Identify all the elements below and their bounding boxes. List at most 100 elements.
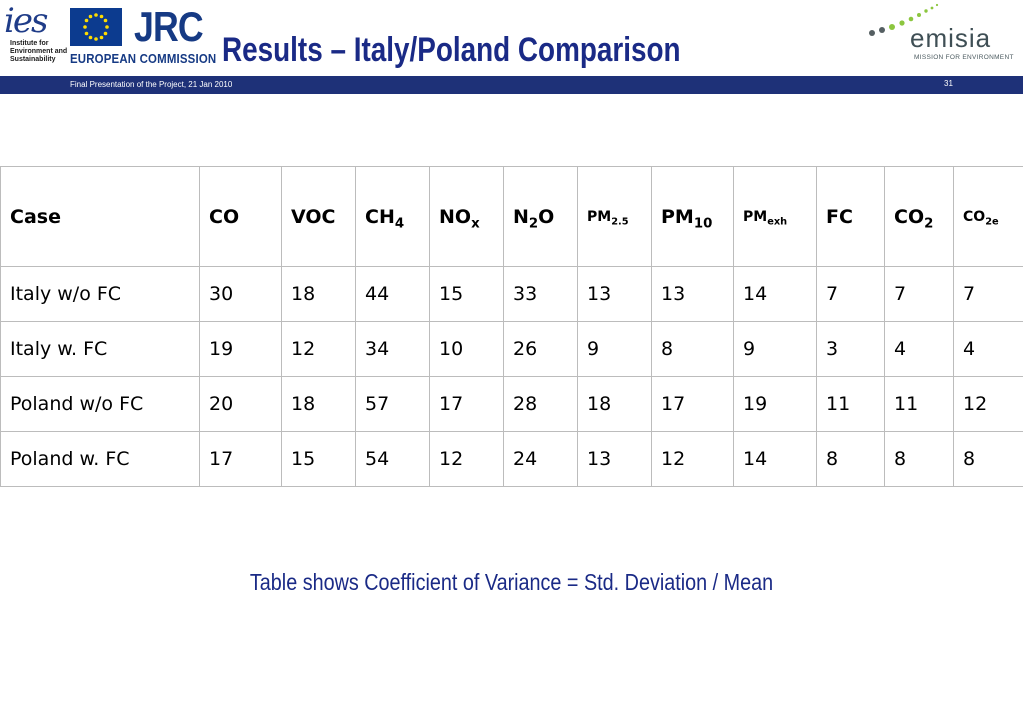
table-cell: 3 (816, 321, 885, 377)
table-cell: 8 (953, 431, 1023, 487)
table-cell: 30 (199, 266, 282, 322)
table-row: Poland w. FC 17 15 54 12 24 13 12 14 8 8 8 (0, 431, 1023, 487)
table-cell: 11 (816, 376, 885, 432)
column-header: PMexh (733, 166, 817, 267)
slide-number: 31 (944, 79, 953, 88)
table-caption: Table shows Coefficient of Variance = St… (249, 569, 774, 595)
table-cell: 12 (429, 431, 504, 487)
table-row: Italy w. FC 19 12 34 10 26 9 8 9 3 4 4 (0, 321, 1023, 377)
table-cell: 4 (953, 321, 1023, 377)
table-cell: 33 (503, 266, 578, 322)
header-bar (0, 76, 1023, 94)
column-header-base: PM (661, 205, 694, 228)
column-header: CO2 (884, 166, 954, 267)
presentation-subtitle: Final Presentation of the Project, 21 Ja… (70, 80, 233, 89)
column-header: Case (0, 166, 200, 267)
table-cell: 7 (953, 266, 1023, 322)
table-cell: 4 (884, 321, 954, 377)
table-cell: 17 (429, 376, 504, 432)
table-header-row: Case CO VOC CH4 NOx N2O PM2.5 PM10 PMexh FC CO2 CO2… (0, 166, 1023, 267)
column-header-base: PM (587, 208, 612, 225)
table-body: Italy w/o FC 30 18 44 15 33 13 13 14 7 7 7 Italy w. … (0, 266, 1023, 487)
table-cell: 7 (816, 266, 885, 322)
table-cell: 12 (651, 431, 734, 487)
page-title: Results – Italy/Poland Comparison (222, 31, 681, 69)
table-cell: 17 (199, 431, 282, 487)
table-cell: 54 (355, 431, 430, 487)
column-header: PM2.5 (577, 166, 652, 267)
table-cell: 18 (577, 376, 652, 432)
table-cell: 8 (884, 431, 954, 487)
table-cell: 12 (953, 376, 1023, 432)
table-cell: 18 (281, 266, 356, 322)
column-header-tail: O (538, 205, 555, 228)
column-header-subscript: exh (767, 215, 788, 227)
column-header: NOx (429, 166, 504, 267)
column-header: CH4 (355, 166, 430, 267)
table-cell: 14 (733, 431, 817, 487)
column-header-subscript: 4 (394, 216, 405, 232)
table-cell: 26 (503, 321, 578, 377)
table-cell: 15 (281, 431, 356, 487)
jrc-logo-text: JRC (134, 3, 204, 50)
column-header-base: CH (365, 205, 395, 228)
emisia-dots-icon (869, 3, 939, 36)
column-header: VOC (281, 166, 356, 267)
column-header-base: N (513, 205, 529, 228)
emisia-tagline: MISSION FOR ENVIRONMENT (914, 54, 1014, 61)
european-commission-text: EUROPEAN COMMISSION (70, 51, 217, 66)
column-header-base: NO (439, 205, 472, 228)
column-header-base: CO (209, 205, 240, 228)
table-cell: 10 (429, 321, 504, 377)
column-header-base: CO (894, 205, 925, 228)
table-cell: 8 (651, 321, 734, 377)
column-header-base: VOC (291, 205, 336, 228)
table-cell: 12 (281, 321, 356, 377)
column-header-base: CO (963, 208, 986, 225)
column-header: PM10 (651, 166, 734, 267)
ies-logo-subtitle: Institute for Environment and Sustainabi… (10, 40, 68, 63)
column-header: N2O (503, 166, 578, 267)
table-cell: 9 (733, 321, 817, 377)
column-header-subscript: 10 (693, 216, 713, 232)
column-header-subscript: 2 (924, 216, 934, 232)
table-cell: 13 (651, 266, 734, 322)
table-cell: 28 (503, 376, 578, 432)
column-header-subscript: x (471, 216, 480, 232)
emisia-logo: emisia MISSION FOR ENVIRONMENT (862, 0, 1022, 70)
ies-logo-text: ies (4, 1, 48, 41)
ies-logo: ies Institute for Environment and Sustai… (4, 1, 68, 74)
table-cell: 17 (651, 376, 734, 432)
table-cell: 19 (733, 376, 817, 432)
row-label-cell: Italy w. FC (0, 321, 200, 377)
row-label-cell: Poland w. FC (0, 431, 200, 487)
table-cell: 57 (355, 376, 430, 432)
column-header: FC (816, 166, 885, 267)
table-cell: 7 (884, 266, 954, 322)
table-cell: 13 (577, 266, 652, 322)
table-cell: 34 (355, 321, 430, 377)
column-header: CO (199, 166, 282, 267)
comparison-table: Case CO VOC CH4 NOx N2O PM2.5 PM10 PMexh FC CO2 CO2… (0, 166, 1023, 487)
column-header-base: PM (743, 208, 768, 225)
column-header: CO2e (953, 166, 1023, 267)
table-row: Poland w/o FC 20 18 57 17 28 18 17 19 11 11 12 (0, 376, 1023, 432)
table-cell: 13 (577, 431, 652, 487)
table-cell: 8 (816, 431, 885, 487)
column-header-subscript: 2e (985, 215, 999, 227)
table-cell: 20 (199, 376, 282, 432)
table-cell: 14 (733, 266, 817, 322)
slide-header: ies Institute for Environment and Sustai… (0, 0, 1023, 96)
emisia-logo-text: emisia (910, 23, 992, 53)
row-label-cell: Poland w/o FC (0, 376, 200, 432)
table-cell: 15 (429, 266, 504, 322)
table-cell: 11 (884, 376, 954, 432)
table-cell: 19 (199, 321, 282, 377)
table-cell: 9 (577, 321, 652, 377)
column-header-subscript: 2.5 (611, 215, 629, 227)
column-header-subscript: 2 (528, 216, 539, 232)
eu-flag-icon (70, 8, 122, 46)
table-cell: 18 (281, 376, 356, 432)
table-cell: 44 (355, 266, 430, 322)
table-row: Italy w/o FC 30 18 44 15 33 13 13 14 7 7 7 (0, 266, 1023, 322)
